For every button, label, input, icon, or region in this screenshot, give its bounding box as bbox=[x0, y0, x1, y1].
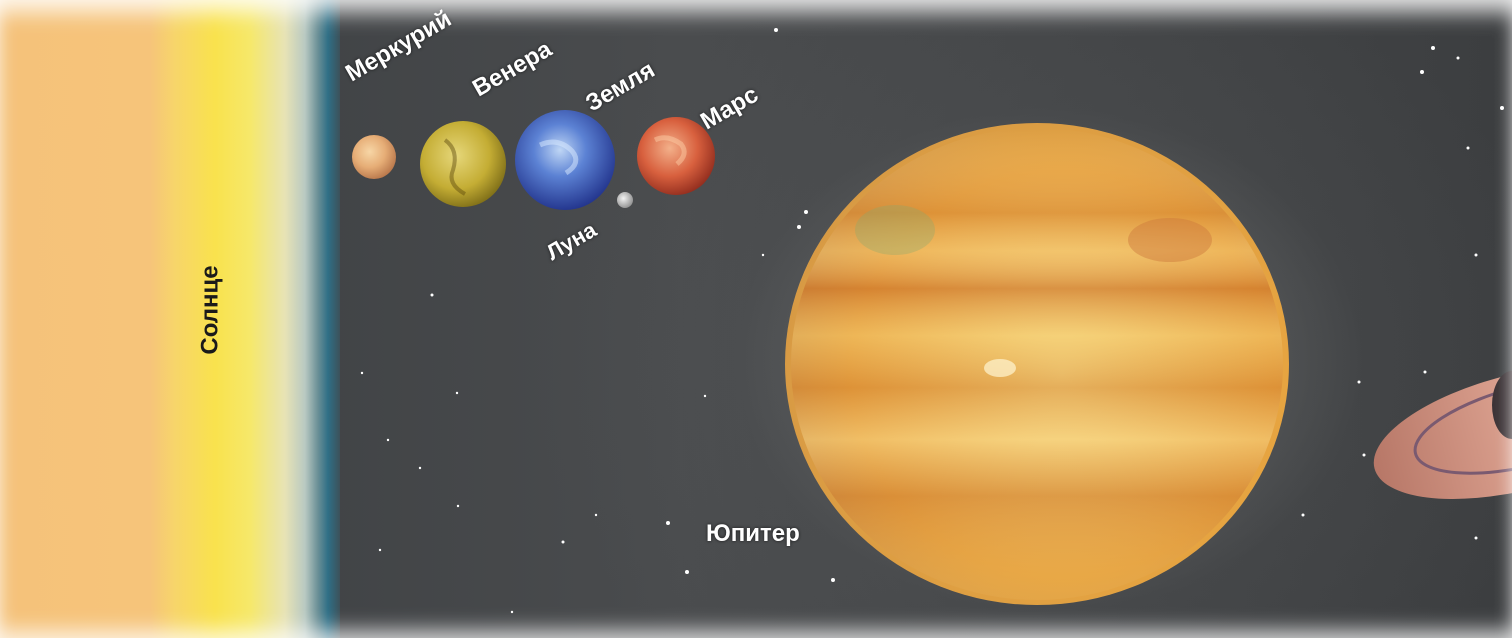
earth-planet bbox=[515, 110, 615, 210]
jupiter-label: Юпитер bbox=[706, 520, 800, 547]
saturn-planet bbox=[1373, 365, 1512, 499]
sun-label: Солнце bbox=[196, 265, 224, 355]
mercury-planet bbox=[352, 135, 396, 179]
sun bbox=[0, 0, 340, 638]
venus-planet bbox=[420, 121, 506, 207]
stars bbox=[360, 28, 1504, 614]
mars-planet bbox=[637, 117, 715, 195]
jupiter-planet bbox=[785, 123, 1289, 605]
moon bbox=[617, 192, 633, 208]
